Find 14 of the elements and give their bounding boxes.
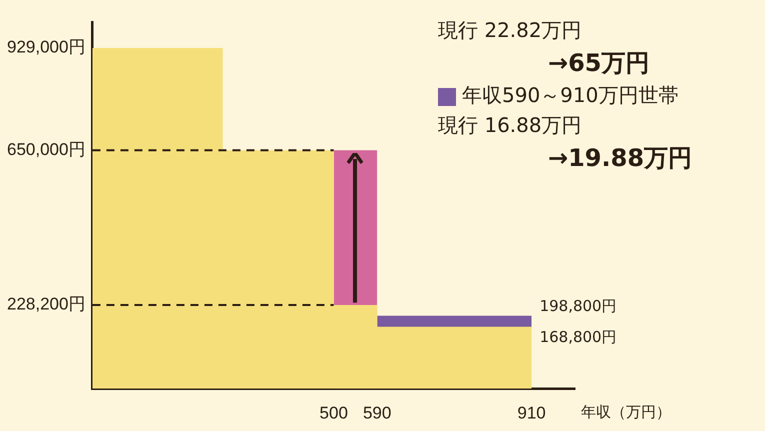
y-tick-label: 650,000円 bbox=[7, 140, 86, 159]
annotation: →19.88万円 bbox=[547, 143, 694, 174]
annotation: 現行 16.88万円 bbox=[438, 112, 583, 139]
legend-label: 年収590～910万円世帯 bbox=[462, 83, 678, 107]
annotation: 現行 22.82万円 bbox=[438, 17, 583, 44]
y-tick-label: 228,200円 bbox=[7, 294, 86, 314]
annotation: 168,800円 bbox=[540, 328, 617, 347]
x-tick-label: 910 bbox=[517, 403, 546, 422]
x-tick-label: 500 bbox=[320, 403, 348, 422]
y-tick-label: 929,000円 bbox=[7, 38, 86, 57]
annotation: 198,800円 bbox=[540, 296, 617, 316]
x-tick-label: 590 bbox=[362, 403, 392, 422]
x-axis-title: 年収（万円） bbox=[581, 403, 671, 422]
annotation: →65万円 bbox=[547, 48, 651, 79]
